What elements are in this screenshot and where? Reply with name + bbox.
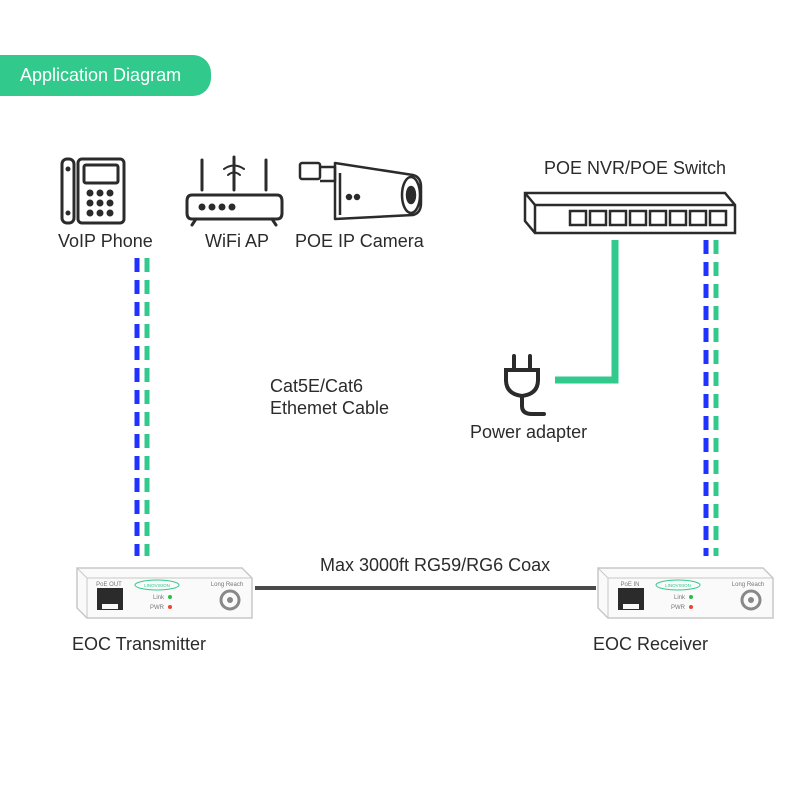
- connection-lines: [0, 0, 800, 800]
- transmitter-label: EOC Transmitter: [72, 634, 257, 655]
- eoc-receiver: LINOVISION Link PWR PoE IN Long Reach EO…: [593, 556, 778, 655]
- svg-text:Long Reach: Long Reach: [732, 582, 764, 588]
- svg-text:Link: Link: [674, 595, 686, 601]
- receiver-label: EOC Receiver: [593, 634, 778, 655]
- svg-text:PWR: PWR: [671, 605, 686, 611]
- brand-text: LINOVISION: [144, 583, 170, 588]
- svg-text:Long Reach: Long Reach: [211, 582, 243, 588]
- svg-text:LINOVISION: LINOVISION: [665, 583, 691, 588]
- svg-text:Link: Link: [153, 595, 165, 601]
- eoc-transmitter: LINOVISION Link PWR PoE OUT Long Reach E…: [72, 556, 257, 655]
- receiver-icon: LINOVISION Link PWR PoE IN Long Reach: [593, 556, 778, 628]
- svg-text:PoE IN: PoE IN: [620, 582, 639, 588]
- svg-text:PoE OUT: PoE OUT: [96, 582, 122, 588]
- transmitter-icon: LINOVISION Link PWR PoE OUT Long Reach: [72, 556, 257, 628]
- svg-text:PWR: PWR: [150, 605, 165, 611]
